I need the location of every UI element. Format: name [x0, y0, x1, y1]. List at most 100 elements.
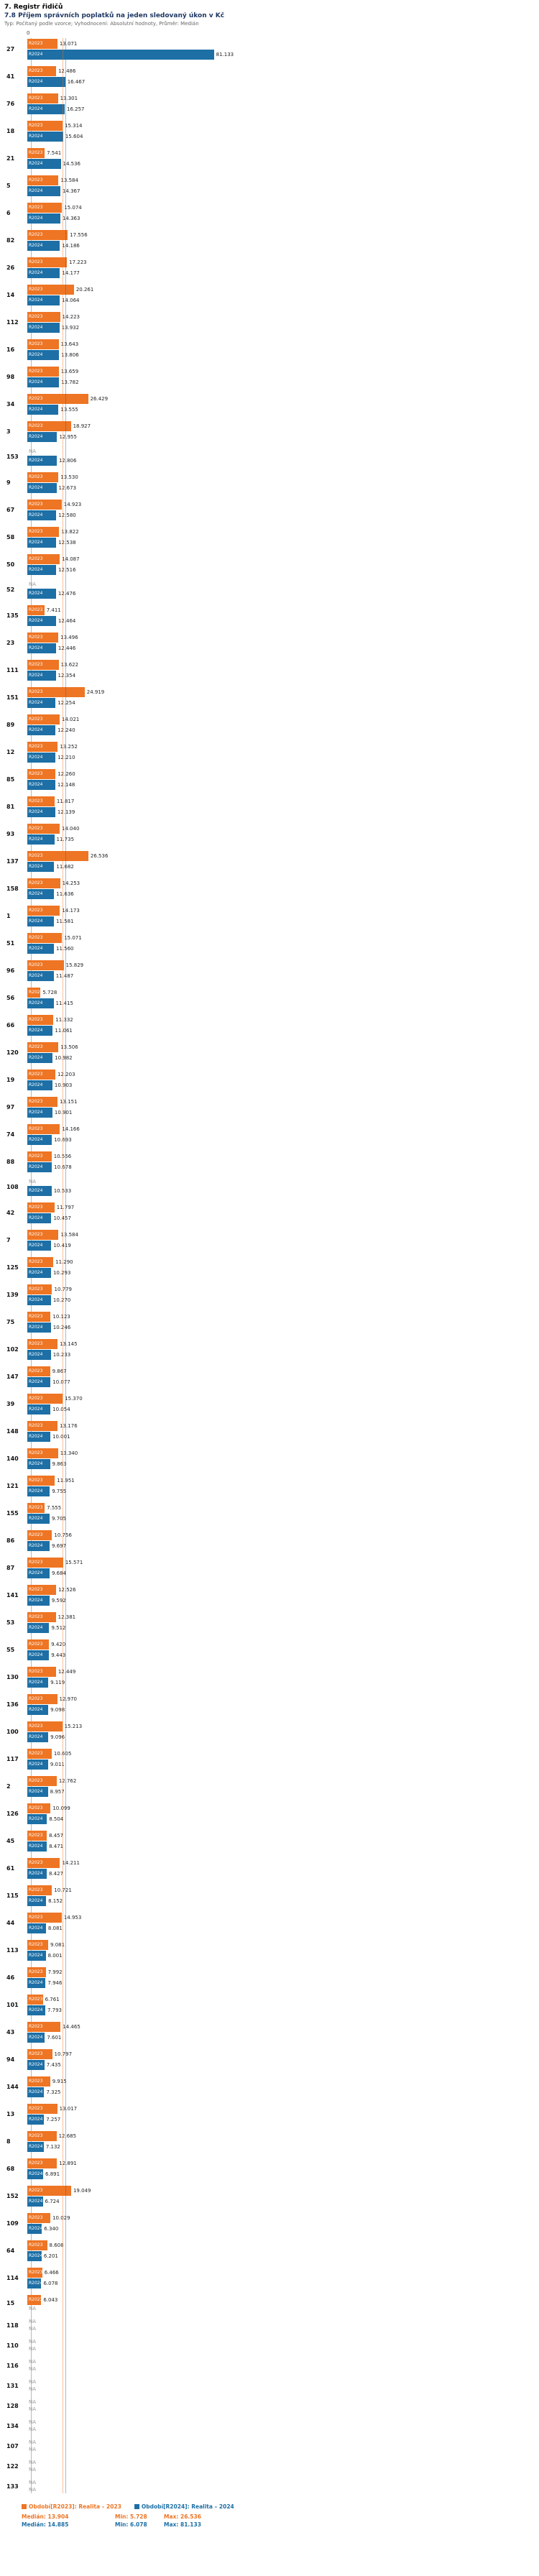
- bar-line-r2023: R2023 14.923: [27, 499, 539, 510]
- bar-line-r2023: R2023 15.314: [27, 120, 539, 131]
- bar-group: 58 R2023 13.822 R2024 12.538: [4, 526, 539, 548]
- bar-pair: R2023 14.253 R2024 11.636: [27, 878, 539, 899]
- category-label: 122: [6, 2462, 19, 2470]
- bar-value-label: 14.953: [63, 1914, 82, 1920]
- bar-r2024: R2024: [27, 861, 55, 872]
- bar-series-label: R2023: [29, 853, 43, 858]
- chart-subtitle: 7.8 Příjem správních poplatků na jeden s…: [4, 12, 225, 19]
- bar-group: 158 R2023 14.253 R2024 11.636: [4, 878, 539, 899]
- bar-r2023: R2023: [27, 1530, 52, 1540]
- bar-line-r2024: R2024 10.901: [27, 1107, 539, 1118]
- bar-pair: R2023 13.301 R2024 16.257: [27, 93, 539, 114]
- bar-group: 61 R2023 14.211 R2024 8.427: [4, 1857, 539, 1879]
- bar-series-label: R2023: [29, 2024, 43, 2029]
- bar-value-label: 12.449: [57, 1668, 76, 1675]
- bar-r2024: R2024: [27, 1977, 46, 1988]
- bar-group: 144 R2023 9.915 R2024 7.325: [4, 2076, 539, 2097]
- bar-series-label: R2024: [29, 243, 43, 248]
- bar-pair: R2023 7.541 R2024 14.536: [27, 147, 539, 169]
- bar-series-label: R2023: [29, 1341, 43, 1346]
- bar-value-label: 15.829: [65, 962, 84, 968]
- bar-series-label: R2024: [29, 325, 43, 330]
- bar-line-r2023: NA: [27, 2318, 539, 2325]
- bar-r2024: R2024: [27, 185, 60, 196]
- category-label: 64: [6, 2247, 15, 2254]
- bar-series-label: R2023: [29, 1833, 43, 1838]
- bar-series-label: R2023: [29, 2133, 43, 2138]
- bar-r2024: R2024: [27, 1568, 50, 1578]
- bar-group: 12 R2023 13.252 R2024 12.210: [4, 741, 539, 763]
- category-label: 110: [6, 2342, 19, 2349]
- bar-series-label: R2023: [29, 1942, 43, 1947]
- bar-value-label: 10.901: [54, 1109, 73, 1116]
- category-label: 121: [6, 1482, 19, 1489]
- bar-line-r2023: NA: [27, 2479, 539, 2486]
- bar-line-r2023: R2023 12.891: [27, 2158, 539, 2168]
- bar-series-label: R2024: [29, 2089, 43, 2094]
- bar-group: 39 R2023 15.370 R2024 10.054: [4, 1393, 539, 1414]
- bar-line-r2024: R2024 13.782: [27, 377, 539, 387]
- bar-line-r2023: NA: [27, 581, 539, 588]
- bar-series-label: R2023: [29, 1696, 43, 1701]
- bar-line-r2023: R2023 12.762: [27, 1775, 539, 1786]
- bar-value-label: 8.471: [49, 1843, 64, 1849]
- bar-series-label: R2023: [29, 1450, 43, 1455]
- bar-pair: R2023 13.176 R2024 10.001: [27, 1420, 539, 1442]
- category-label: 130: [6, 1673, 19, 1680]
- category-label: 144: [6, 2083, 19, 2090]
- bar-pair: R2023 14.211 R2024 8.427: [27, 1857, 539, 1879]
- bar-line-r2024: R2024 10.246: [27, 1322, 539, 1333]
- bar-group: 53 R2023 12.381 R2024 9.512: [4, 1611, 539, 1633]
- category-label: 56: [6, 994, 15, 1001]
- category-label: 66: [6, 1021, 15, 1029]
- category-label: 21: [6, 155, 15, 162]
- bar-group: 152 R2023 19.049 R2024 6.724: [4, 2185, 539, 2207]
- bar-group: 68 R2023 12.891 R2024 6.891: [4, 2158, 539, 2179]
- bar-r2023: R2023: [27, 1475, 55, 1486]
- bar-line-r2023: R2023 17.556: [27, 229, 539, 240]
- bar-series-label: R2024: [29, 380, 43, 385]
- category-label: 137: [6, 857, 19, 865]
- bar-series-label: R2023: [29, 1751, 43, 1756]
- bar-line-r2024: R2024 10.419: [27, 1240, 539, 1251]
- bar-value-label: 10.246: [52, 1324, 71, 1330]
- bar-line-r2023: R2023 10.797: [27, 2048, 539, 2059]
- bar-series-label: R2023: [29, 744, 43, 749]
- bar-line-r2024: R2024 14.367: [27, 185, 539, 196]
- category-label: 126: [6, 1810, 19, 1817]
- bar-pair: R2023 20.261 R2024 14.064: [27, 284, 539, 305]
- category-label: 43: [6, 2028, 15, 2036]
- bar-line-r2024: R2024 10.903: [27, 1080, 539, 1090]
- bar-line-r2023: R2023 14.173: [27, 905, 539, 916]
- bar-pair: R2023 13.496 R2024 12.446: [27, 632, 539, 653]
- bar-r2023: R2023: [27, 420, 71, 431]
- bar-line-r2023: R2023 9.420: [27, 1639, 539, 1650]
- bar-line-r2024: R2024 10.054: [27, 1404, 539, 1414]
- bar-series-label: R2023: [29, 990, 40, 995]
- bar-r2023: R2023: [27, 1693, 57, 1704]
- bar-series-label: R2023: [29, 1614, 43, 1619]
- bar-r2023: R2023: [27, 714, 60, 724]
- bar-value-label: 14.536: [63, 160, 81, 167]
- bar-value-label: 6.078: [43, 2280, 58, 2286]
- bar-value-label: 11.560: [55, 945, 74, 952]
- bar-value-label: 12.685: [58, 2133, 77, 2139]
- bar-line-r2023: NA: [27, 2459, 539, 2466]
- bar-line-r2023: R2023 6.466: [27, 2267, 539, 2278]
- bar-value-label: 12.210: [57, 754, 75, 760]
- bar-line-r2024: R2024 6.340: [27, 2223, 539, 2234]
- bar-value-label: 13.176: [60, 1422, 78, 1429]
- bar-series-label: R2024: [29, 134, 43, 139]
- bar-r2024: R2024: [27, 588, 56, 599]
- bar-value-label: 14.064: [62, 297, 80, 303]
- bar-group: 94 R2023 10.797 R2024 7.435: [4, 2048, 539, 2070]
- bar-value-label: 13.252: [60, 743, 78, 750]
- category-label: 1: [6, 912, 11, 919]
- bar-r2023: R2023: [27, 741, 58, 752]
- bar-r2023: R2023: [27, 553, 60, 564]
- bar-r2024: R2024: [27, 1162, 52, 1172]
- bar-series-label: R2024: [29, 1926, 43, 1931]
- bar-pair: R2023 13.643 R2024 13.806: [27, 339, 539, 360]
- bar-line-r2024: R2024 10.693: [27, 1134, 539, 1145]
